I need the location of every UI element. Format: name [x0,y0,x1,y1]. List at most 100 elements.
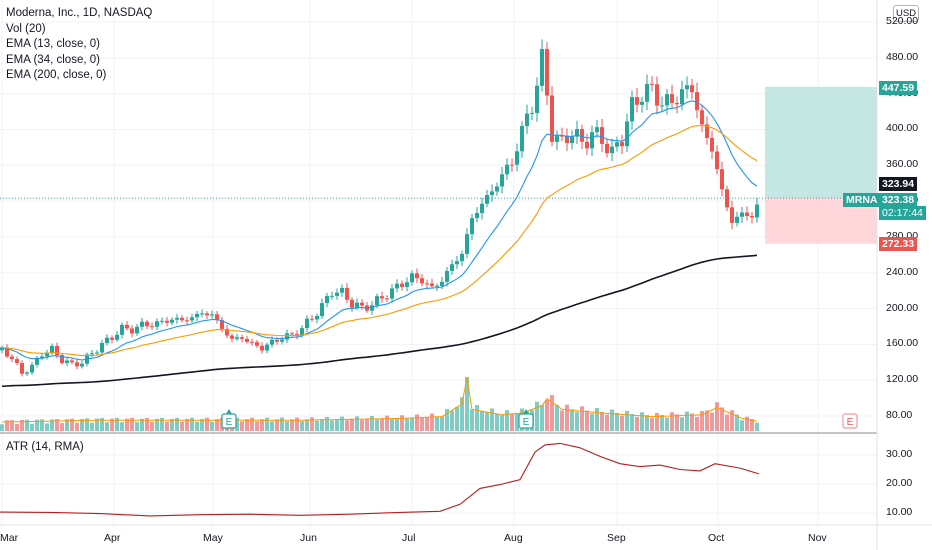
price-tick-label: 400.00 [886,122,919,135]
volume-bar [460,397,464,431]
volume-bar [10,420,14,431]
volume-bar [305,419,309,431]
volume-bar [640,412,644,431]
candle-body [175,317,179,320]
volume-bar [680,417,684,431]
volume-bar [160,417,164,431]
candle-body [430,283,434,287]
volume-ma-line [1,376,758,423]
volume-bar [395,418,399,431]
candle-body [605,143,609,154]
grid-lines [0,0,877,525]
volume-bar [505,410,509,431]
candle-body [90,353,94,355]
volume-bar [25,419,29,431]
candle-body [580,129,584,142]
candle-body [195,313,199,318]
volume-bar [415,414,419,431]
candle-body [305,318,309,329]
volume-bar [190,417,194,431]
volume-bar [500,415,504,431]
candle-body [270,339,274,345]
volume-bar [100,417,104,431]
time-tick-label: Nov [808,532,827,544]
time-tick-label: Aug [504,532,523,544]
candle-body [670,94,674,103]
volume-bar [110,418,114,431]
volume-bar [540,404,544,431]
candle-body [330,295,334,297]
candle-body [425,283,429,285]
candle-body [260,345,264,351]
risk-reward-zones[interactable] [0,86,877,244]
volume-bar [145,417,149,431]
ema34-line [1,125,758,357]
volume-bar [245,419,249,431]
candle-body [205,313,209,316]
candle-body [545,49,549,96]
volume-bar [195,421,199,431]
legend-atr[interactable]: ATR (14, RMA) [6,441,84,453]
candle-body [220,320,224,329]
candle-body [555,135,559,142]
candle-body [735,216,739,223]
candle-body [675,102,679,105]
candle-body [80,363,84,367]
volume-bar [405,418,409,431]
symbol-title[interactable]: Moderna, Inc., 1D, NASDAQ [6,7,153,19]
candle-body [340,287,344,293]
candle-body [745,212,749,216]
volume-bar [95,418,99,431]
legend-volume[interactable]: Vol (20) [6,22,46,35]
candle-body [705,124,709,139]
volume-bar [700,411,704,431]
candle-body [625,121,629,147]
candle-body [135,326,139,334]
volume-bar [355,416,359,431]
candle-body [75,362,79,367]
legend-ema13[interactable]: EMA (13, close, 0) [6,38,100,50]
candle-body [130,328,134,334]
volume-bar [745,416,749,431]
candle-body [125,324,129,329]
candle-body [635,97,639,105]
volume-bar [270,421,274,431]
candle-body [155,321,159,327]
candle-body [170,319,174,323]
candle-body [10,356,14,360]
volume-bar [715,402,719,431]
volume-bar [50,419,54,431]
candle-body [440,281,444,286]
volume-bar [470,409,474,431]
volume-bar [565,404,569,431]
atr-series [0,442,760,517]
candle-body [395,283,399,289]
candle-body [730,207,734,223]
currency-label[interactable]: USD [893,5,919,22]
candle-body [485,194,489,204]
candle-body [550,95,554,142]
time-tick-label: May [203,532,223,544]
candle-body [715,151,719,170]
price-tick-label: 80.00 [886,409,913,421]
candle-body [290,333,294,335]
volume-bar [735,414,739,431]
volume-bar [740,420,744,431]
volume-bar [350,418,354,431]
volume-bar [105,422,109,431]
time-tick-label: Jul [402,532,416,544]
candle-body [465,234,469,254]
volume-bar [390,419,394,431]
time-tick-label: Jun [300,532,317,544]
legend-ema200[interactable]: EMA (200, close, 0) [6,69,107,81]
atr-tick-label: 30.00 [886,448,913,460]
legend-ema34[interactable]: EMA (34, close, 0) [6,53,100,66]
candle-body [450,264,454,271]
candle-body [405,282,409,287]
ema13-line [1,100,758,361]
candle-body [315,315,319,320]
volume-bar [310,417,314,431]
candle-body [390,288,394,299]
